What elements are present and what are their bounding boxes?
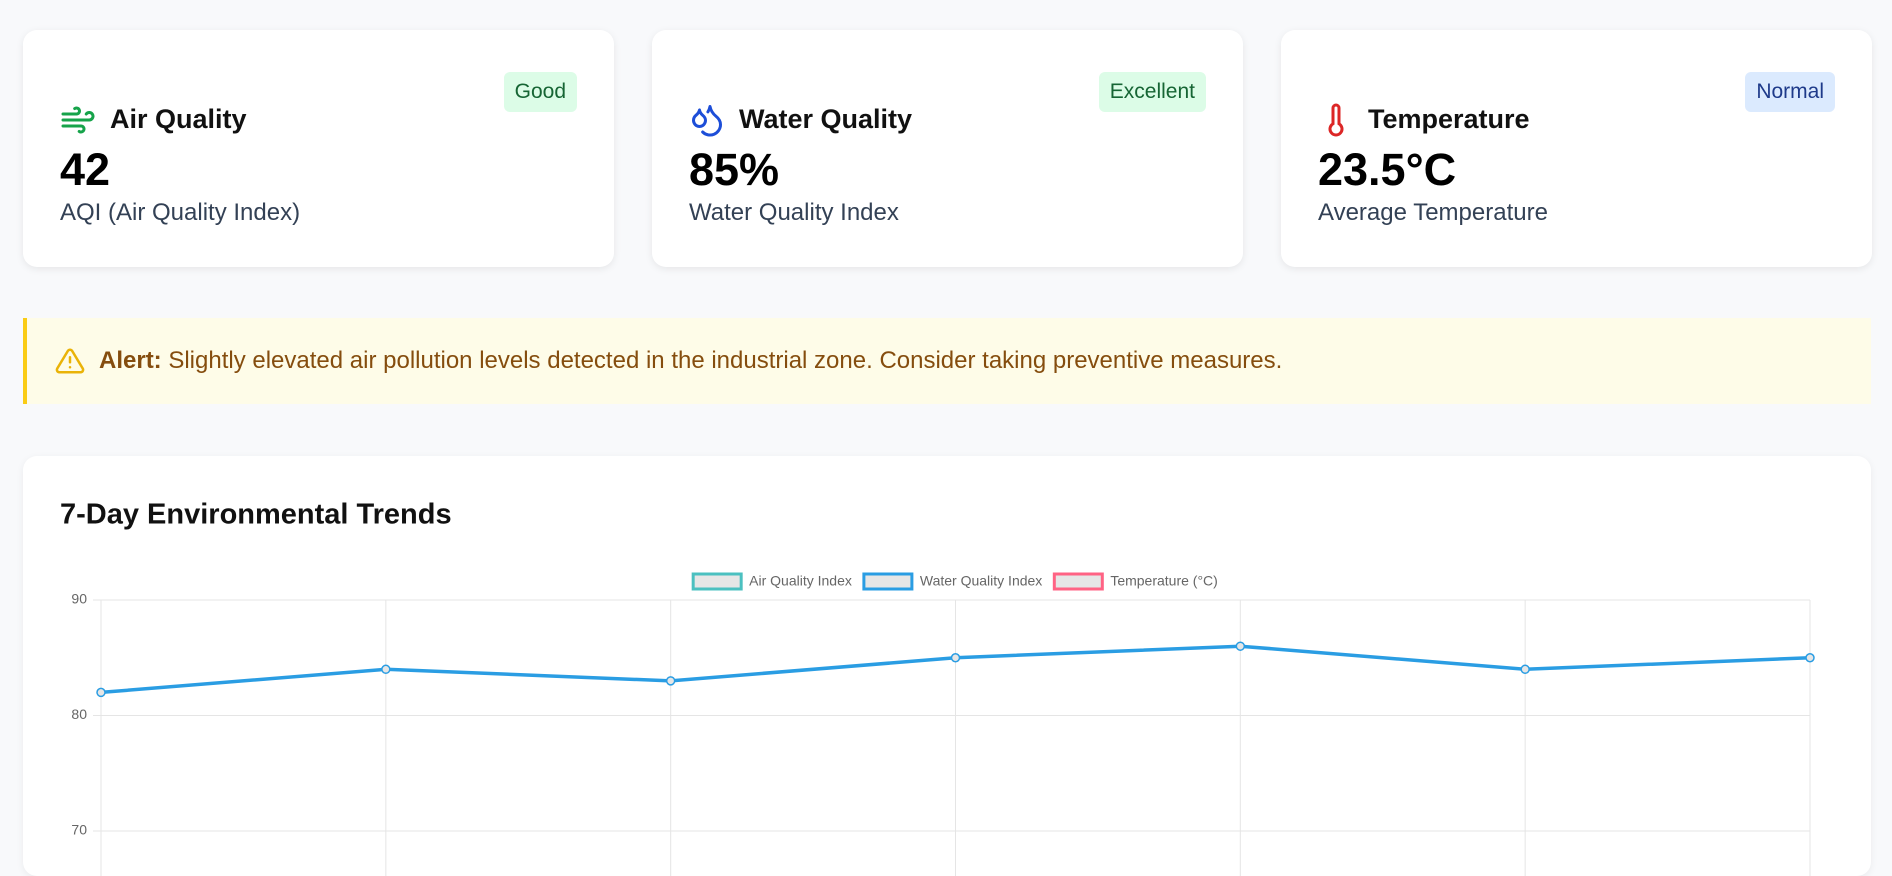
- data-point: [381, 664, 391, 675]
- card-caption: AQI (Air Quality Index): [60, 199, 301, 226]
- alert-banner: Alert: Slightly elevated air pollution l…: [23, 318, 1871, 404]
- warning-icon: [55, 348, 85, 374]
- status-badge: Excellent: [1098, 72, 1206, 112]
- status-badge: Normal: [1745, 72, 1835, 112]
- chart-card: 7-Day Environmental Trends 70 80 90 Air Qua…: [23, 456, 1871, 876]
- legend-label: Water Quality Index: [920, 573, 1042, 589]
- air-card: Air Quality Good 42 AQI (Air Quality Ind…: [23, 30, 614, 267]
- legend-label: Temperature (°C): [1110, 573, 1218, 589]
- chart: 7-Day Environmental Trends 70 80 90 Air Qua…: [60, 499, 1815, 876]
- card-caption: Water Quality Index: [689, 199, 899, 226]
- data-point: [1235, 641, 1246, 651]
- legend-swatch: [862, 572, 914, 591]
- data-point: [1805, 653, 1815, 663]
- data-point: [665, 676, 676, 686]
- legend-swatch: [691, 572, 743, 591]
- y-tick-label: 70: [71, 822, 87, 838]
- alert-label: Alert:: [99, 347, 162, 374]
- wind-icon: [61, 106, 95, 134]
- y-tick-label: 90: [71, 591, 87, 607]
- data-point: [950, 653, 961, 663]
- droplets-icon: [692, 105, 723, 137]
- temperature-card: Temperature Normal 23.5°C Average Temper…: [1281, 30, 1872, 267]
- card-title: Water Quality: [739, 104, 913, 134]
- card-value: 23.5°C: [1318, 144, 1457, 195]
- card-title: Temperature: [1368, 104, 1530, 134]
- data-point: [1520, 664, 1530, 675]
- alert-message: Slightly elevated air pollution levels d…: [168, 347, 1283, 374]
- y-tick-label: 80: [71, 706, 87, 722]
- thermometer-icon: [1328, 103, 1344, 137]
- chart-title: 7-Day Environmental Trends: [60, 499, 452, 531]
- status-badge: Good: [503, 72, 577, 112]
- legend: Air Quality Index Water Quality Index Temp…: [691, 572, 1218, 591]
- card-caption: Average Temperature: [1318, 199, 1548, 226]
- card-value: 85%: [689, 144, 780, 195]
- legend-swatch: [1052, 572, 1104, 591]
- card-value: 42: [60, 144, 111, 195]
- water-card: Water Quality Excellent 85% Water Qualit…: [652, 30, 1243, 267]
- alert-text: Alert: Slightly elevated air pollution l…: [99, 347, 1282, 375]
- legend-label: Air Quality Index: [749, 573, 852, 589]
- data-point: [96, 687, 106, 698]
- page: Air Quality Good 42 AQI (Air Quality Ind…: [23, 30, 1872, 876]
- card-title: Air Quality: [110, 104, 247, 134]
